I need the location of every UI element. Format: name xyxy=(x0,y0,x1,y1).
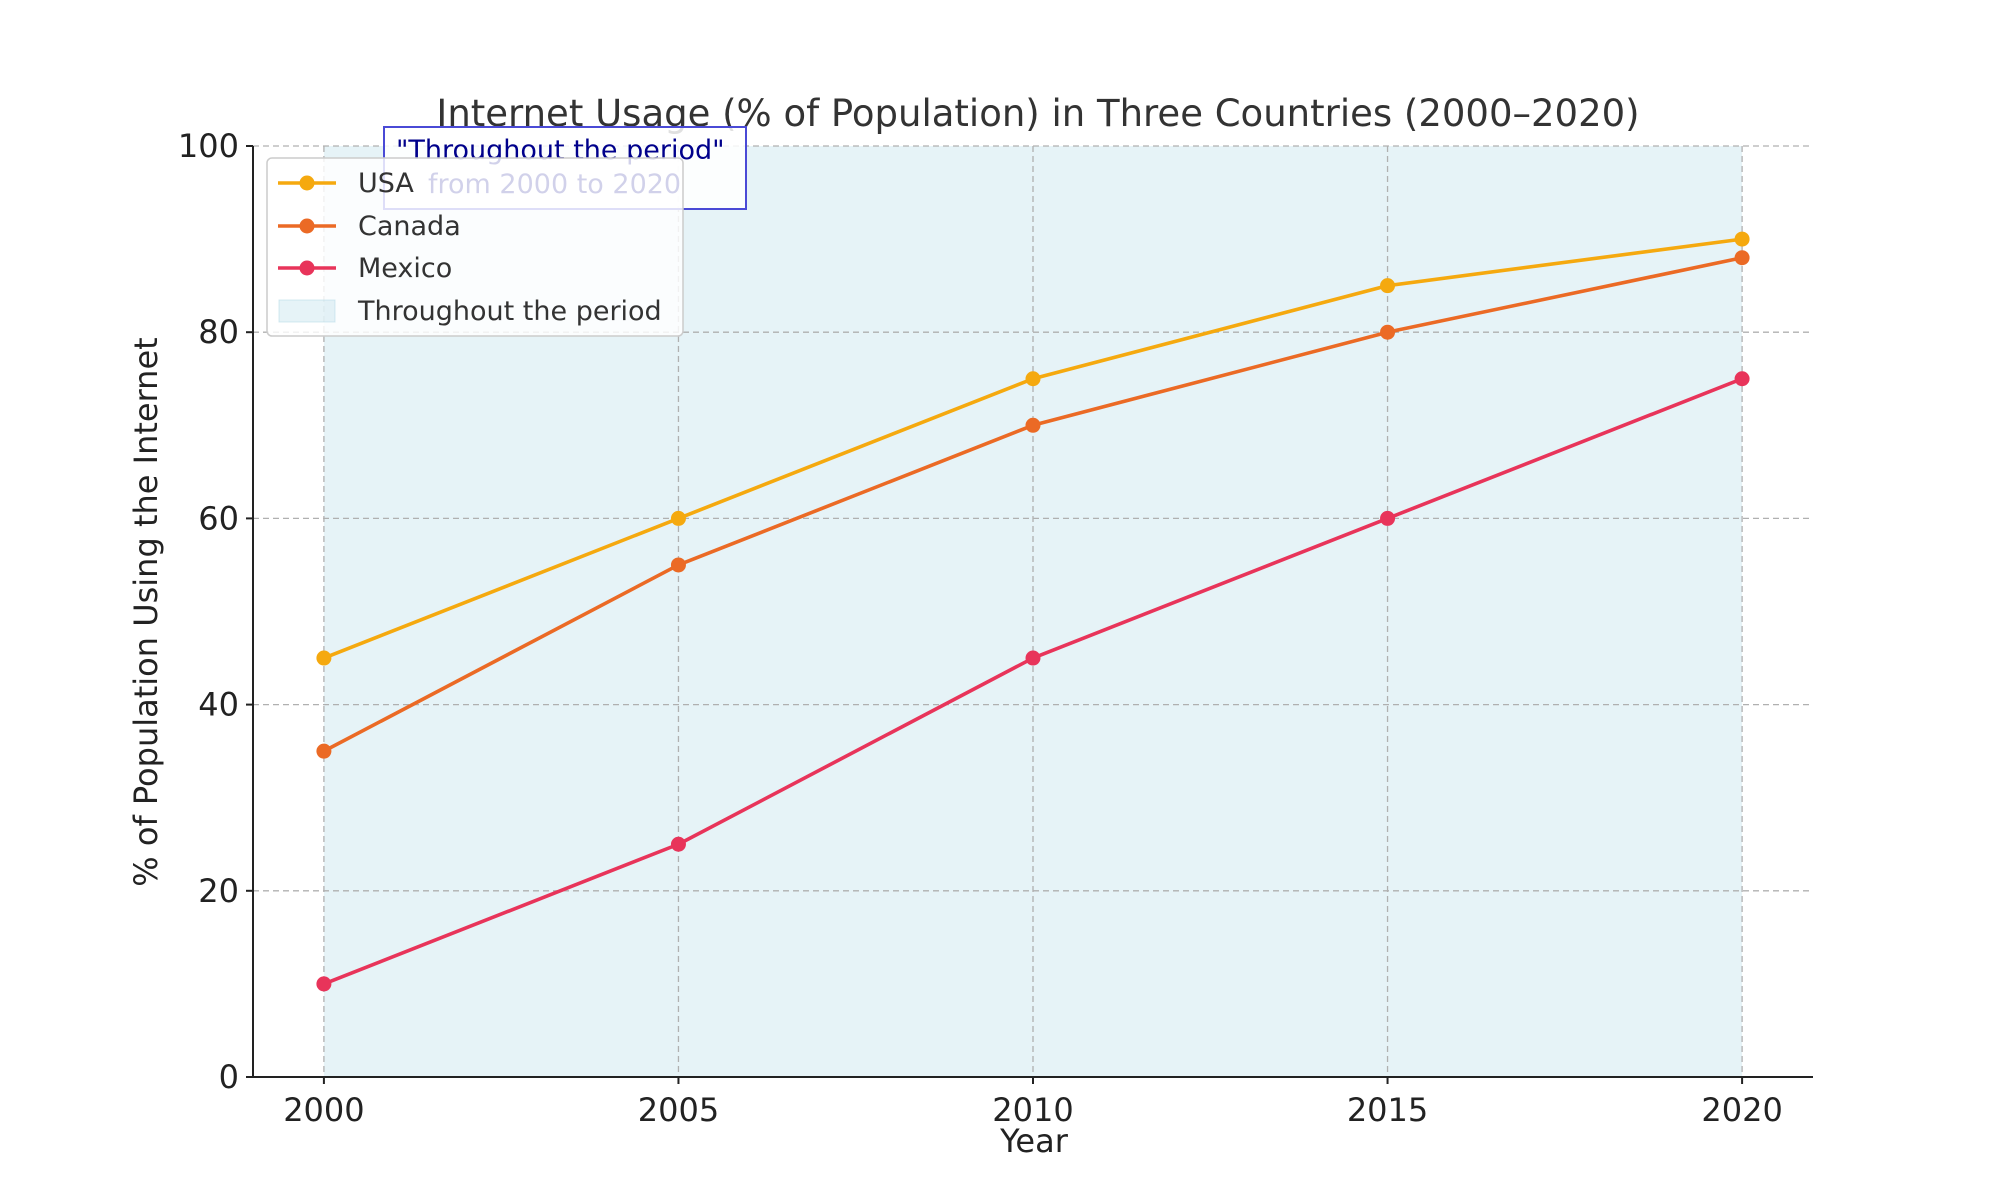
series-usa xyxy=(316,231,1750,666)
data-point-usa xyxy=(1734,231,1750,247)
x-tick-label: 2005 xyxy=(638,1091,719,1129)
data-point-usa xyxy=(316,650,332,666)
legend-label-canada: Canada xyxy=(358,211,461,242)
legend-box xyxy=(266,157,684,337)
data-point-canada xyxy=(670,557,686,573)
y-tick-label: 20 xyxy=(198,872,239,910)
legend-swatch-shaded xyxy=(278,299,336,323)
data-point-canada xyxy=(1025,417,1041,433)
data-point-mexico xyxy=(1025,650,1041,666)
y-tick-label: 100 xyxy=(178,127,239,165)
legend-marker-usa xyxy=(299,175,315,191)
data-point-canada xyxy=(1380,324,1396,340)
data-point-mexico xyxy=(670,836,686,852)
y-tick-label: 40 xyxy=(198,686,239,724)
legend-label-usa: USA xyxy=(358,168,414,199)
data-point-canada xyxy=(316,743,332,759)
x-tick-label: 2015 xyxy=(1347,1091,1428,1129)
legend-label-mexico: Mexico xyxy=(358,253,452,284)
series-mexico xyxy=(316,371,1750,992)
y-tick-label: 0 xyxy=(219,1058,239,1096)
y-tick-label: 80 xyxy=(198,313,239,351)
data-point-mexico xyxy=(316,976,332,992)
y-axis-label: % of Population Using the Internet xyxy=(127,337,165,886)
data-point-mexico xyxy=(1734,371,1750,387)
legend-marker-mexico xyxy=(299,260,315,276)
x-tick-label: 2000 xyxy=(283,1091,364,1129)
data-point-usa xyxy=(1380,278,1396,294)
legend-marker-canada xyxy=(299,218,315,234)
x-tick-label: 2020 xyxy=(1701,1091,1782,1129)
y-tick-label: 60 xyxy=(198,499,239,537)
data-point-canada xyxy=(1734,250,1750,266)
x-axis-label: Year xyxy=(999,1122,1069,1160)
data-point-mexico xyxy=(1380,510,1396,526)
x-tick-label: 2010 xyxy=(992,1091,1073,1129)
data-point-usa xyxy=(670,510,686,526)
series-canada xyxy=(316,250,1750,759)
legend-label-shaded: Throughout the period xyxy=(357,296,662,327)
legend: USA Canada Mexico Throughout the period xyxy=(266,157,684,337)
data-point-usa xyxy=(1025,371,1041,387)
axes-layer: 0 20 40 60 80 100 2000 2005 2010 2015 2020 xyxy=(178,127,1813,1129)
series-layer xyxy=(316,231,1750,992)
